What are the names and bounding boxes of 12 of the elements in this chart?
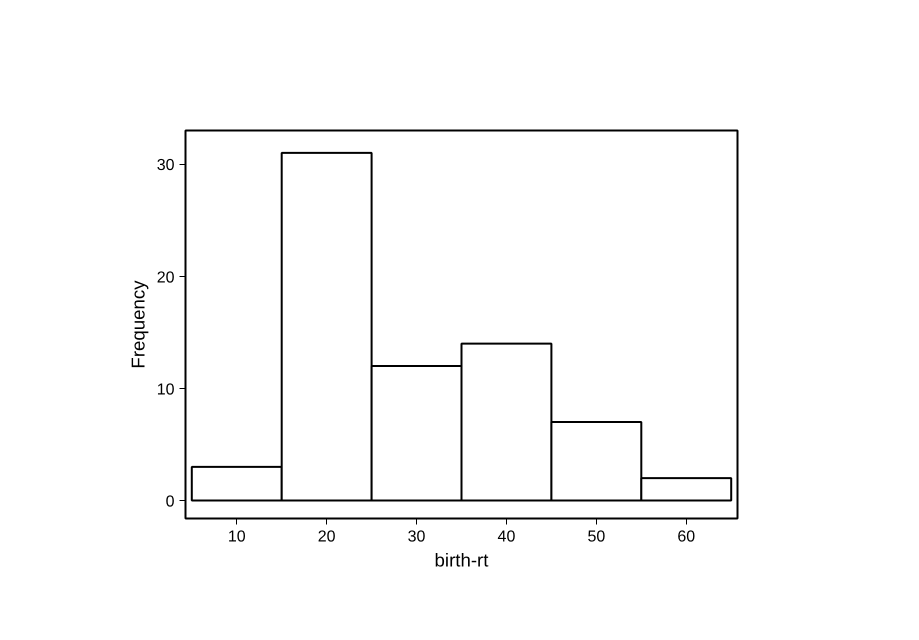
y-tick-label: 0 [166, 494, 175, 511]
y-tick-label: 30 [156, 157, 175, 174]
x-tick-label: 60 [677, 528, 696, 546]
x-tick-label: 20 [318, 528, 336, 546]
x-tick-label: 50 [587, 528, 606, 546]
x-tick-label: 30 [408, 528, 426, 546]
x-axis-title: birth-rt [434, 550, 490, 570]
y-tick-label: 20 [156, 269, 175, 286]
x-tick-label: 10 [228, 528, 246, 546]
y-tick-label: 10 [156, 381, 175, 398]
x-tick-label: 40 [498, 528, 516, 546]
y-axis-title: Frequency [128, 280, 149, 369]
